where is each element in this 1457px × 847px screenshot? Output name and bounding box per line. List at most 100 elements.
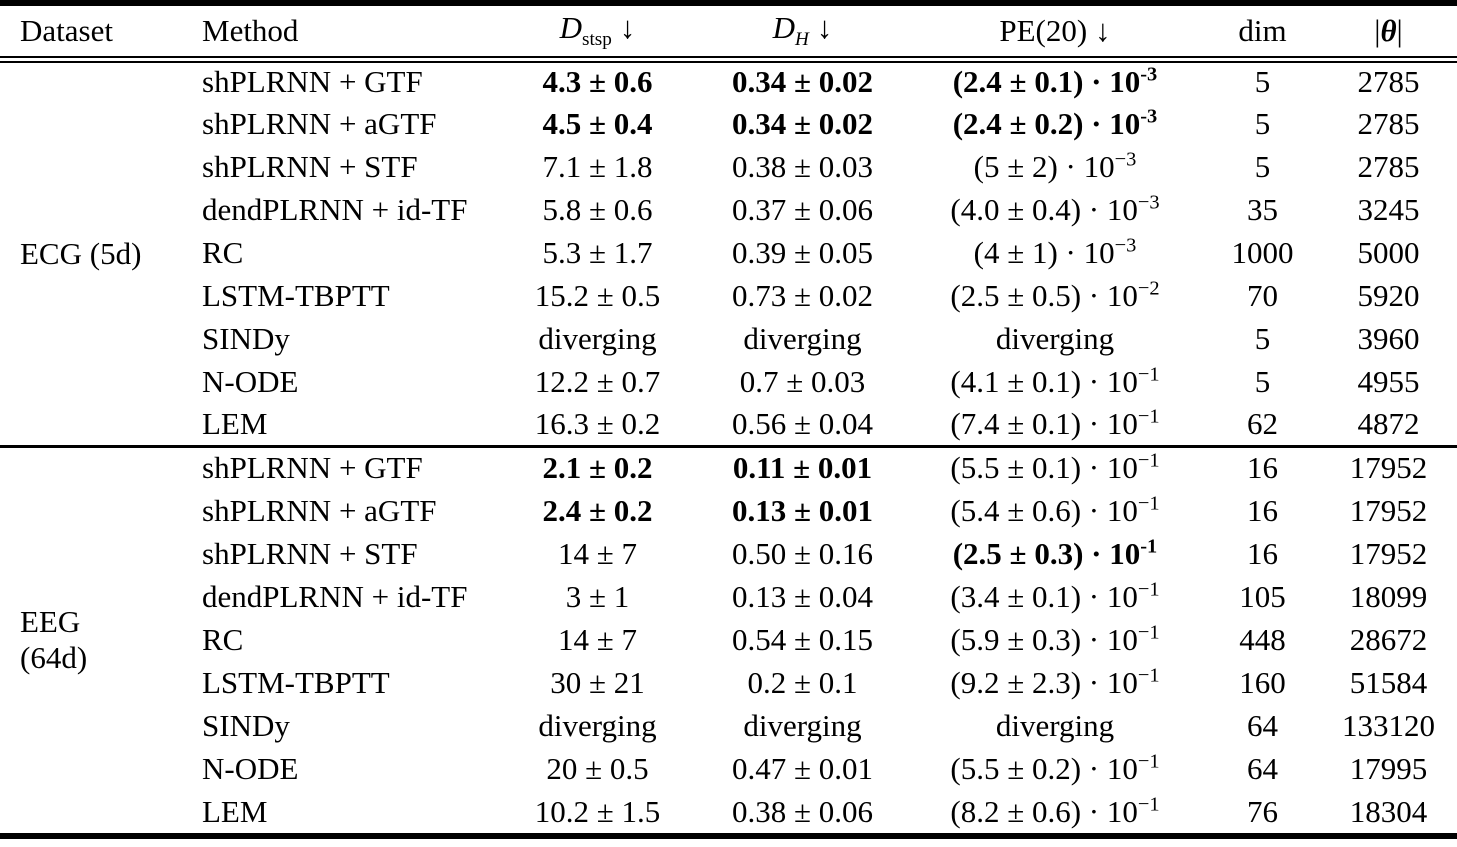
dim-cell: 16 — [1247, 450, 1278, 486]
pe-value: diverging — [996, 321, 1114, 356]
dataset-cell: ECG (5d) — [0, 59, 175, 446]
pe-exponent: -3 — [1140, 64, 1158, 87]
dim-cell: 448 — [1239, 621, 1286, 657]
pe-cell: (4.0 ± 0.4) · 10−3 — [905, 188, 1205, 231]
table-row: RC 14 ± 7 0.54 ± 0.15 (5.9 ± 0.3) · 10−1… — [0, 618, 1457, 661]
pe-value: (4 ± 1) · 10−3 — [973, 234, 1137, 270]
dstsp-value: 15.2 ± 0.5 — [534, 277, 661, 313]
dataset-label-line2: (64d) — [20, 640, 88, 676]
theta-cell: 5920 — [1357, 277, 1420, 313]
dim-cell: 5 — [1254, 105, 1271, 141]
pe-value: (2.4 ± 0.2) · 10-3 — [953, 105, 1158, 140]
pe-base: (4 ± 1) · 10 — [973, 234, 1115, 270]
dh-value: 0.50 ± 0.16 — [731, 535, 873, 571]
dstsp-cell: 16.3 ± 0.2 — [495, 403, 700, 446]
column-header-dstsp: Dstsp ↓ — [495, 6, 700, 63]
group-eeg: EEG (64d) shPLRNN + GTF 2.1 ± 0.2 0.11 ± … — [0, 446, 1457, 833]
pe-exponent: -1 — [1140, 535, 1158, 558]
dh-value: 0.47 ± 0.01 — [731, 750, 873, 786]
dh-cell: 0.38 ± 0.03 — [700, 145, 905, 188]
pe-cell: (2.4 ± 0.2) · 10-3 — [905, 102, 1205, 145]
dim-cell: 1000 — [1231, 234, 1294, 270]
pe-cell: diverging — [905, 317, 1205, 360]
dh-value: 0.38 ± 0.03 — [731, 148, 873, 184]
pe-cell: (2.4 ± 0.1) · 10-3 — [905, 59, 1205, 102]
pe-base: (7.4 ± 0.1) · 10 — [950, 405, 1138, 441]
dh-cell: diverging — [700, 317, 905, 360]
pe-cell: (4 ± 1) · 10−3 — [905, 231, 1205, 274]
dh-cell: 0.50 ± 0.16 — [700, 532, 905, 575]
dataset-label-line1: ECG (5d) — [20, 235, 142, 271]
dstsp-cell: diverging — [495, 317, 700, 360]
dstsp-value: 3 ± 1 — [565, 578, 630, 614]
method-cell: LEM — [202, 793, 268, 829]
dh-value: 0.34 ± 0.02 — [731, 64, 873, 100]
dstsp-cell: 20 ± 0.5 — [495, 747, 700, 790]
dh-value: 0.38 ± 0.06 — [731, 793, 873, 829]
pe-exponent: −1 — [1137, 405, 1160, 428]
dim-cell: 5 — [1254, 64, 1271, 100]
theta-cell: 17952 — [1349, 535, 1428, 571]
theta-left-bar: | — [1374, 12, 1381, 48]
dstsp-cell: 5.3 ± 1.7 — [495, 231, 700, 274]
dim-cell: 70 — [1247, 277, 1278, 313]
dh-value: 0.56 ± 0.04 — [731, 405, 873, 441]
dim-cell: 16 — [1247, 535, 1278, 571]
dstsp-cell: 7.1 ± 1.8 — [495, 145, 700, 188]
dh-value: 0.34 ± 0.02 — [731, 105, 873, 141]
pe-base: diverging — [995, 320, 1115, 356]
table-header: Dataset Method Dstsp ↓ DH ↓ PE(20) ↓ dim |θ… — [0, 6, 1457, 63]
pe-value: (7.4 ± 0.1) · 10−1 — [950, 406, 1159, 441]
pe-exponent: −1 — [1137, 664, 1160, 687]
dh-cell: 0.37 ± 0.06 — [700, 188, 905, 231]
dim-cell: 160 — [1239, 664, 1286, 700]
pe-base: (5.9 ± 0.3) · 10 — [950, 621, 1138, 657]
results-table: Dataset Method Dstsp ↓ DH ↓ PE(20) ↓ dim |θ… — [0, 6, 1457, 833]
dh-value: diverging — [743, 320, 862, 356]
dstsp-value: 4.3 ± 0.6 — [542, 64, 653, 100]
theta-cell: 17995 — [1349, 750, 1428, 786]
dh-cell: 0.13 ± 0.04 — [700, 575, 905, 618]
dim-cell: 16 — [1247, 492, 1278, 528]
dstsp-value: 14 ± 7 — [557, 535, 637, 571]
dstsp-value: 10.2 ± 1.5 — [534, 793, 661, 829]
pe-base: (8.2 ± 0.6) · 10 — [950, 793, 1138, 829]
table-row: SINDy diverging diverging diverging 64 1… — [0, 704, 1457, 747]
dstsp-value: 12.2 ± 0.7 — [534, 363, 661, 399]
dh-cell: 0.7 ± 0.03 — [700, 360, 905, 403]
dh-value: 0.37 ± 0.06 — [731, 191, 873, 227]
table-row: LEM 10.2 ± 1.5 0.38 ± 0.06 (8.2 ± 0.6) ·… — [0, 790, 1457, 833]
dstsp-value: 7.1 ± 1.8 — [542, 148, 653, 184]
dh-cell: 0.47 ± 0.01 — [700, 747, 905, 790]
group-ecg: ECG (5d) shPLRNN + GTF 4.3 ± 0.6 0.34 ± … — [0, 59, 1457, 446]
pe-cell: (2.5 ± 0.5) · 10−2 — [905, 274, 1205, 317]
theta-cell: 18099 — [1349, 578, 1428, 614]
dim-cell: 5 — [1254, 363, 1271, 399]
dstsp-cell: 14 ± 7 — [495, 618, 700, 661]
theta-cell: 133120 — [1342, 707, 1435, 743]
column-header-dataset: Dataset — [0, 6, 175, 63]
pe-cell: (9.2 ± 2.3) · 10−1 — [905, 661, 1205, 704]
theta-right-bar: | — [1396, 12, 1403, 48]
dh-cell: 0.73 ± 0.02 — [700, 274, 905, 317]
theta-cell: 2785 — [1357, 105, 1420, 141]
dstsp-cell: 4.5 ± 0.4 — [495, 102, 700, 145]
pe-value: (2.5 ± 0.5) · 10−2 — [950, 277, 1159, 312]
pe-base: (3.4 ± 0.1) · 10 — [950, 578, 1138, 614]
method-cell: dendPLRNN + id-TF — [202, 191, 468, 227]
pe-exponent: −1 — [1137, 793, 1160, 816]
table-row: N-ODE 20 ± 0.5 0.47 ± 0.01 (5.5 ± 0.2) ·… — [0, 747, 1457, 790]
method-cell: N-ODE — [202, 363, 299, 399]
pe-cell: (7.4 ± 0.1) · 10−1 — [905, 403, 1205, 446]
table-row: dendPLRNN + id-TF 5.8 ± 0.6 0.37 ± 0.06 … — [0, 188, 1457, 231]
theta-cell: 18304 — [1349, 793, 1428, 829]
pe-exponent: −3 — [1137, 191, 1160, 214]
theta-symbol: θ — [1380, 12, 1397, 48]
theta-cell: 3960 — [1357, 320, 1420, 356]
dstsp-value: 5.3 ± 1.7 — [542, 234, 653, 270]
method-cell: SINDy — [202, 707, 290, 743]
dh-cell: 0.38 ± 0.06 — [700, 790, 905, 833]
table-row: LSTM-TBPTT 30 ± 21 0.2 ± 0.1 (9.2 ± 2.3)… — [0, 661, 1457, 704]
theta-cell: 3245 — [1357, 191, 1420, 227]
